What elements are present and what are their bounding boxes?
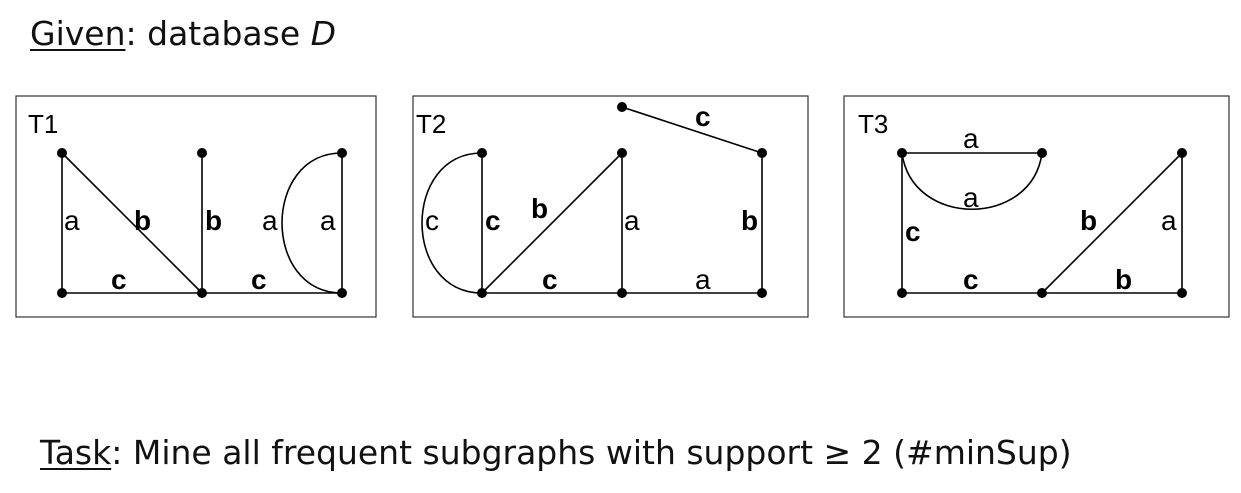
graph-t1: T1 a b b c c a a [15,95,377,318]
t1-label-diag-b: b [134,205,151,236]
t1-node-3 [337,148,347,158]
t2-node-3 [617,148,627,158]
graph-t2-frame [412,95,809,318]
given-colon: : [125,14,137,53]
t2-label-diag-b: b [531,193,548,224]
t3-label-top-a: a [963,123,979,154]
t3-node-1 [897,148,907,158]
t1-label-arc-a: a [262,205,278,236]
t2-node-1 [617,102,627,112]
graph-t2: T2 c c c b a b c a [412,95,809,318]
t3-node-3 [1177,148,1187,158]
t2-label-mid-a: a [624,205,640,236]
graph-t3: T3 a a c c b a b [843,95,1230,318]
t3-edge-diagonal [1041,152,1183,294]
t2-label-vert-c: c [485,205,501,236]
t1-label-bottom-c2: c [251,264,267,295]
given-label: Given [30,14,126,53]
graph-t1-frame [15,95,377,318]
t1-edge-diagonal [61,152,203,294]
t2-node-4 [757,148,767,158]
task-label: Task [40,433,112,472]
t3-label-bottom-b: b [1115,264,1132,295]
t2-edge-top [621,106,763,154]
database-variable: D [310,14,337,53]
t2-label-bottom-a: a [695,264,711,295]
t3-label-right-a: a [1161,205,1177,236]
t3-label-left-c: c [905,216,921,247]
t3-label-arc-a: a [963,182,979,213]
t1-label-bottom-c1: c [111,264,127,295]
t3-node-2 [1037,148,1047,158]
t3-label-bottom-c: c [963,264,979,295]
t2-label-bottom-c: c [542,264,558,295]
t1-node-2 [197,148,207,158]
t3-edge-arc [901,152,1043,210]
t2-node-2 [477,148,487,158]
given-text: database [147,14,301,53]
graph-t1-title: T1 [28,109,58,139]
t3-node-4 [897,288,907,298]
t2-node-5 [477,288,487,298]
graph-t3-title: T3 [858,109,888,139]
t1-label-left-a: a [64,205,80,236]
task-statement: Task: Mine all frequent subgraphs with s… [40,430,1072,476]
t3-node-5 [1037,288,1047,298]
t2-label-top-c: c [695,101,711,132]
t2-label-arc-c: c [425,205,439,236]
given-heading: Given: database D [30,12,336,56]
t3-node-6 [1177,288,1187,298]
t2-node-7 [757,288,767,298]
t2-edge-arc [421,152,483,294]
t2-node-6 [617,288,627,298]
t2-edge-diagonal [481,152,623,294]
t1-node-5 [197,288,207,298]
t3-label-diag-b: b [1080,205,1097,236]
t1-label-vert-b: b [205,205,222,236]
task-text: : Mine all frequent subgraphs with suppo… [111,433,1072,472]
t1-label-right-a: a [320,205,336,236]
t1-node-6 [337,288,347,298]
t2-label-right-b: b [741,205,758,236]
graph-t3-frame [843,95,1230,318]
t1-node-1 [57,148,67,158]
t1-node-4 [57,288,67,298]
graph-t2-title: T2 [416,109,446,139]
t1-edge-arc [281,152,343,294]
